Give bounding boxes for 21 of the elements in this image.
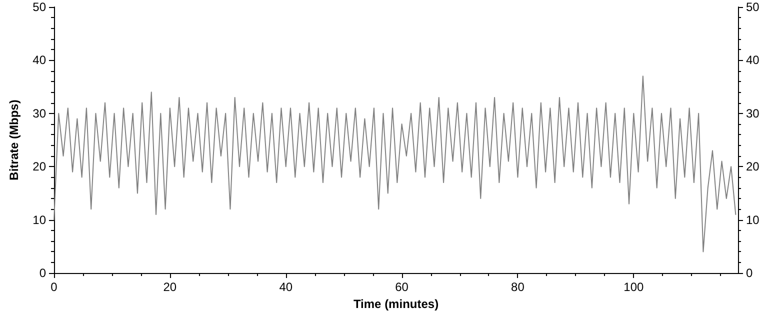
y-tick-label: 50 xyxy=(32,0,46,14)
y-tick-label: 10 xyxy=(32,212,46,227)
y2-tick-label: 40 xyxy=(746,53,760,68)
x-tick-label: 20 xyxy=(163,280,177,294)
y-axis-title: Bitrate (Mbps) xyxy=(7,100,21,180)
y2-tick-label: 30 xyxy=(746,106,760,120)
x-tick-label: 0 xyxy=(50,280,58,294)
x-tick-label: 60 xyxy=(395,280,409,294)
y2-tick-label: 0 xyxy=(746,266,753,280)
y-tick-label: 20 xyxy=(32,160,46,174)
y2-tick-label: 10 xyxy=(746,212,760,227)
y2-tick-label: 20 xyxy=(746,160,760,174)
x-tick-label: 80 xyxy=(511,280,525,294)
y-tick-label: 0 xyxy=(39,266,46,280)
x-axis-title: Time (minutes) xyxy=(353,296,439,311)
y-tick-label: 40 xyxy=(32,53,46,68)
y2-tick-label: 50 xyxy=(746,0,760,14)
line-series xyxy=(54,76,736,252)
x-tick-label: 40 xyxy=(279,280,293,294)
x-tick-label: 100 xyxy=(624,280,644,294)
y-tick-label: 30 xyxy=(32,106,46,120)
